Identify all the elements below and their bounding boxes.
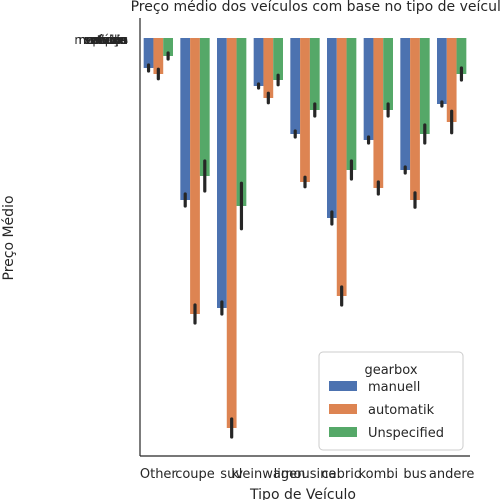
legend-label-automatik: automatik [368, 403, 435, 418]
legend-swatch-manuell [329, 381, 357, 391]
y-tick-label: veículo [84, 33, 127, 47]
bar-bus-manuell [400, 38, 411, 170]
y-tick-label: serviço [84, 33, 127, 47]
x-tick-kleinwagen: kleinwagen [231, 467, 305, 482]
x-axis-label: Tipo de Veículo [249, 487, 356, 500]
y-tick-labels: nenhumserviçovendasusadosveículopreçoméd… [74, 33, 128, 47]
x-tick-coupe: coupe [175, 467, 215, 482]
y-tick-label: médio [91, 33, 128, 47]
bar-kleinwagen-automatik [263, 38, 274, 98]
x-tick-Other: Other [140, 467, 178, 482]
bar-kleinwagen-manuell [253, 38, 264, 86]
y-tick-label: mercado [74, 33, 127, 47]
bar-suv-automatik [226, 38, 237, 428]
bar-kombi-manuell [363, 38, 374, 140]
y-tick-label: usados [86, 33, 128, 47]
bar-andere-Unspecified [456, 38, 467, 74]
legend-box [318, 351, 464, 451]
y-tick-label: preço [92, 33, 126, 47]
bar-coupe-Unspecified [199, 38, 210, 176]
y-axis-label: Preço Médio [1, 195, 17, 280]
x-tick-cabrio: cabrio [322, 467, 362, 482]
bar-suv-manuell [217, 38, 227, 308]
y-tick-label: nenhum [79, 33, 129, 47]
x-tick-kombi: kombi [359, 467, 399, 482]
legend-swatch-automatik [329, 404, 357, 414]
y-tick-label: faixa [98, 33, 127, 47]
bars-group [143, 38, 467, 428]
y-tick-label: tipos [97, 33, 126, 47]
legend-label-Unspecified: Unspecified [368, 426, 444, 441]
x-tick-suv: suv [220, 467, 243, 482]
bar-Other-Unspecified [163, 38, 173, 56]
legend-title: gearbox [364, 363, 417, 378]
bar-Other-manuell [143, 38, 154, 68]
bar-suv-Unspecified [236, 38, 247, 206]
bar-limousine-Unspecified [309, 38, 320, 110]
legend: gearbox manuell automatik Unspecified [318, 351, 464, 451]
x-tick-limousine: limousine [274, 467, 337, 482]
x-tick-andere: andere [429, 467, 475, 482]
y-tick-label: valores [85, 33, 128, 47]
bar-andere-automatik [446, 38, 457, 122]
bar-kombi-Unspecified [383, 38, 393, 110]
legend-label-manuell: manuell [368, 380, 420, 395]
legend-swatch-Unspecified [329, 427, 357, 437]
bar-limousine-manuell [290, 38, 301, 134]
bar-cabrio-automatik [336, 38, 347, 296]
bar-andere-manuell [437, 38, 447, 104]
error-bars-group [146, 51, 464, 439]
bar-cabrio-Unspecified [346, 38, 357, 170]
bar-coupe-manuell [180, 38, 191, 200]
bar-coupe-automatik [190, 38, 200, 314]
bar-kleinwagen-Unspecified [273, 38, 283, 80]
bar-bus-automatik [410, 38, 420, 200]
y-tick-label: vendas [83, 33, 126, 47]
bar-limousine-automatik [300, 38, 310, 182]
bar-kombi-automatik [373, 38, 384, 188]
bar-cabrio-manuell [327, 38, 337, 218]
bar-Other-automatik [153, 38, 164, 74]
bar-bus-Unspecified [419, 38, 430, 134]
x-tick-bus: bus [403, 467, 426, 482]
chart-title: Preço médio dos veículos com base no tip… [131, 0, 500, 15]
